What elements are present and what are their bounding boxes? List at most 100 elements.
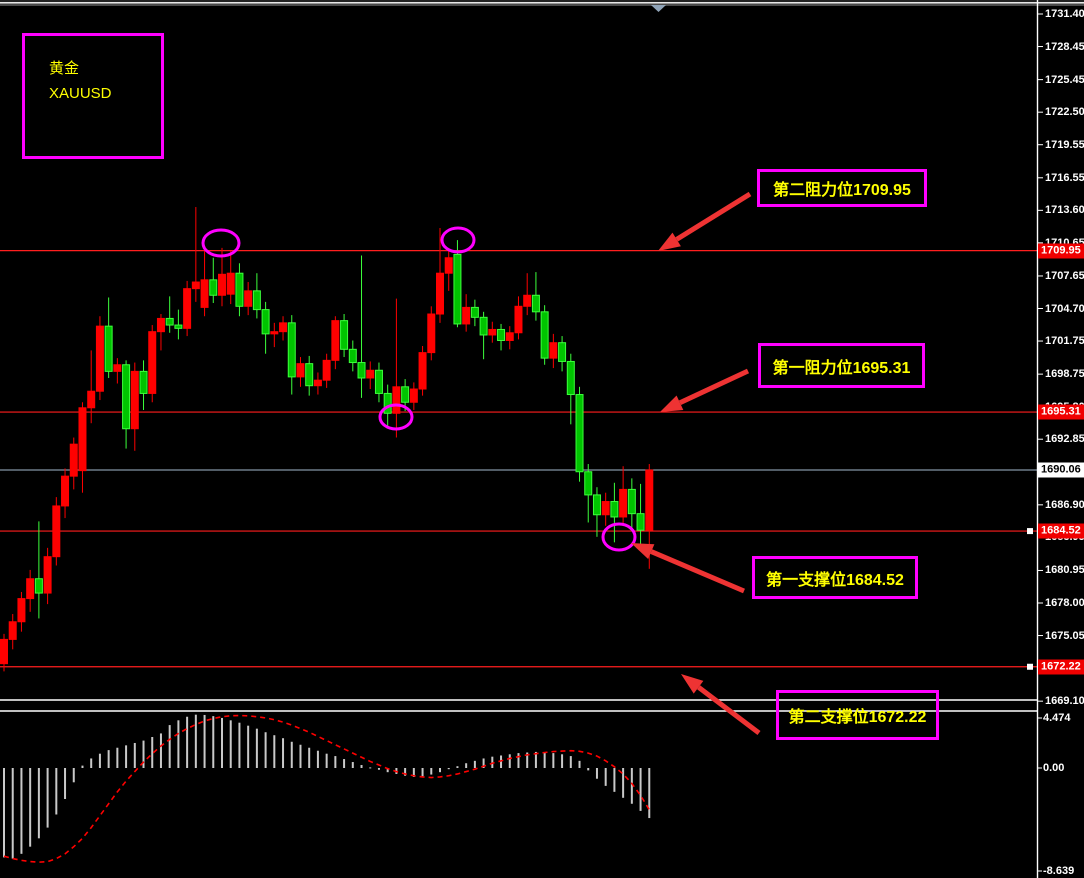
histogram-bar: [116, 747, 119, 768]
histogram-bar: [273, 735, 276, 768]
histogram-bar: [125, 745, 128, 768]
candle-body: [366, 369, 375, 379]
candle-body: [95, 325, 104, 392]
symbol-label-box[interactable]: 黄金 XAUUSD: [22, 33, 164, 159]
hline-handle[interactable]: [1027, 528, 1033, 535]
candle-body: [313, 379, 322, 387]
histogram-bar: [456, 766, 459, 768]
price-tick-label: 1728.45: [1045, 40, 1084, 53]
annotation-label-support-1[interactable]: 第一支撑位1684.52: [752, 556, 918, 599]
histogram-bar: [604, 768, 607, 786]
candle-body: [575, 394, 584, 473]
histogram-bar: [491, 756, 494, 768]
arrow-shaft[interactable]: [697, 685, 761, 735]
price-line-badge: 1684.52: [1038, 523, 1084, 539]
arrow-shaft[interactable]: [650, 549, 745, 594]
candle-body: [235, 272, 244, 307]
candle-body: [17, 598, 26, 623]
candle-body: [566, 360, 575, 396]
candle-body: [383, 392, 392, 414]
histogram-bar: [587, 768, 590, 771]
candle-body: [488, 328, 497, 336]
candle-body: [296, 363, 305, 378]
price-tick-label: 1713.60: [1045, 204, 1084, 217]
histogram-bar: [20, 768, 23, 854]
histogram-bar: [595, 768, 598, 779]
price-line-badge: 1709.95: [1038, 243, 1084, 259]
annotation-label-support-2[interactable]: 第二支撑位1672.22: [776, 690, 939, 740]
histogram-bar: [46, 768, 49, 828]
candle-body: [261, 309, 270, 335]
histogram-bar: [37, 768, 40, 839]
candle-body: [340, 320, 349, 350]
indicator-layer: [3, 714, 651, 863]
histogram-bar: [98, 753, 101, 768]
histogram-bar: [360, 765, 363, 768]
annotation-text: 第二支撑位1672.22: [788, 709, 927, 726]
histogram-bar: [439, 768, 441, 773]
candle-body: [244, 290, 253, 307]
annotation-label-resistance-1[interactable]: 第一阻力位1695.31: [758, 343, 925, 388]
hline-handle[interactable]: [1027, 663, 1033, 670]
arrow-head[interactable]: [681, 674, 704, 694]
price-tick-label: 1675.05: [1045, 629, 1084, 642]
histogram-bar: [168, 725, 171, 768]
candle-body: [540, 311, 549, 359]
candle-body: [357, 362, 366, 379]
highlight-ellipse[interactable]: [201, 228, 241, 258]
candle-body: [348, 348, 357, 364]
price-line-badge: 1672.22: [1038, 659, 1084, 675]
price-tick-label: 1701.75: [1045, 335, 1084, 348]
annotation-label-resistance-2[interactable]: 第二阻力位1709.95: [757, 169, 927, 207]
candle-body: [436, 272, 444, 315]
annotation-text: 第一阻力位1695.31: [772, 359, 911, 377]
candle-body: [78, 407, 87, 472]
histogram-bar: [55, 768, 58, 815]
chart-shift-marker[interactable]: [651, 5, 666, 12]
price-tick-label: 1704.70: [1045, 302, 1084, 315]
arrow-head[interactable]: [658, 232, 681, 251]
candle-body: [497, 328, 506, 341]
horizontal-lines-layer[interactable]: [0, 249, 1037, 670]
histogram-bar: [500, 755, 503, 768]
candle-body: [218, 273, 226, 296]
candle-body: [627, 488, 636, 515]
candle-body: [26, 578, 35, 600]
histogram-bar: [133, 742, 136, 768]
annotation-shapes-layer[interactable]: [201, 191, 761, 735]
arrow-shaft[interactable]: [678, 368, 750, 405]
histogram-bar: [308, 747, 311, 768]
histogram-bar: [159, 733, 162, 768]
candle-body: [409, 388, 418, 403]
arrow-shaft[interactable]: [675, 191, 752, 242]
highlight-ellipse[interactable]: [378, 403, 414, 431]
histogram-bar: [430, 768, 433, 775]
histogram-bar: [90, 758, 93, 768]
candle-body: [427, 313, 436, 354]
candle-body: [156, 317, 165, 333]
histogram-bar: [465, 763, 468, 768]
candle-body: [636, 513, 645, 531]
arrow-head[interactable]: [631, 543, 655, 559]
histogram-bar: [325, 753, 328, 768]
candle-body: [287, 322, 296, 378]
histogram-bar: [648, 768, 651, 819]
histogram-bar: [552, 753, 555, 768]
price-tick-label: 1731.40: [1045, 8, 1084, 20]
histogram-bar: [526, 752, 529, 768]
candle-body: [470, 306, 479, 318]
price-tick-label: 1716.55: [1045, 171, 1084, 184]
highlight-ellipse[interactable]: [440, 226, 476, 254]
candle-body: [322, 359, 331, 381]
arrow-head[interactable]: [660, 395, 684, 412]
candle-body: [34, 578, 43, 594]
highlight-ellipse[interactable]: [601, 522, 637, 552]
candle-body: [610, 501, 619, 518]
candle-body: [462, 306, 471, 325]
indicator-tick-label: -8.639: [1043, 865, 1075, 877]
histogram-bar: [142, 740, 145, 768]
candle-body: [584, 471, 593, 496]
price-tick-label: 1707.65: [1045, 269, 1084, 282]
histogram-bar: [578, 760, 581, 768]
